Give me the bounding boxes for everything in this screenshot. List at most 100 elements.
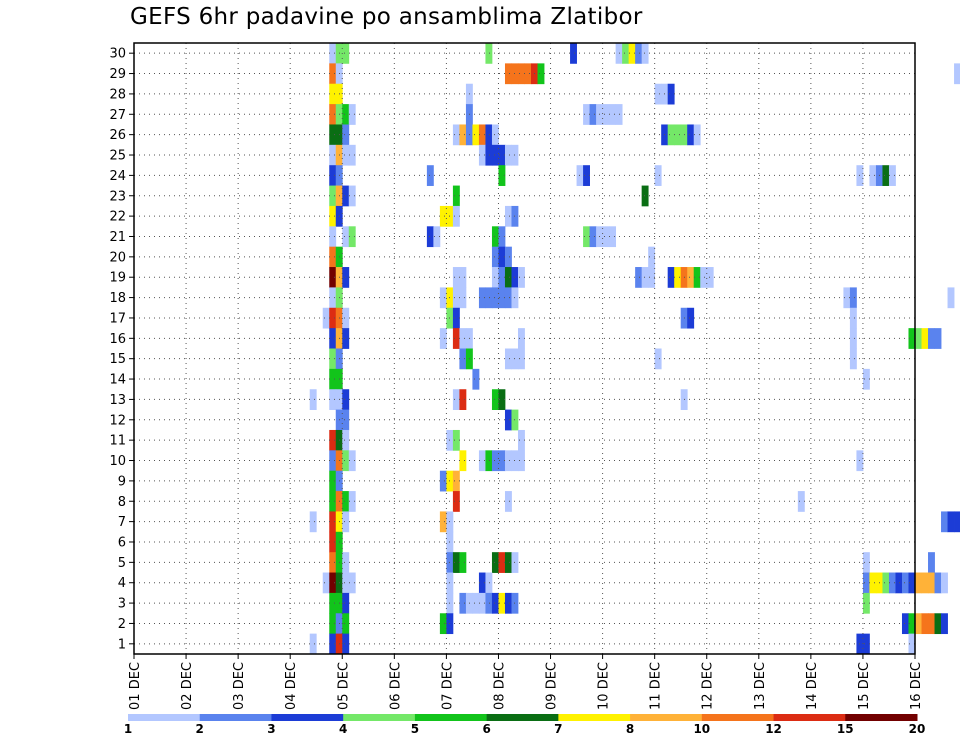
heatmap-cell <box>862 633 870 655</box>
heatmap-cell <box>329 287 337 309</box>
heatmap-cell <box>583 104 590 125</box>
y-tick-label: 21 <box>109 230 126 245</box>
heatmap-cell <box>485 144 493 166</box>
heatmap-cell <box>459 389 467 410</box>
heatmap-cell <box>504 491 512 512</box>
plot-frame <box>133 42 916 655</box>
heatmap-cell <box>459 124 467 146</box>
heatmap-cell <box>439 287 447 309</box>
heatmap-cell <box>915 572 922 594</box>
heatmap-cell <box>309 389 317 410</box>
heatmap-cell <box>342 43 350 64</box>
y-tick-label: 17 <box>109 311 126 326</box>
heatmap-cell <box>517 348 525 370</box>
heatmap-cell <box>888 572 896 594</box>
heatmap-cell <box>570 43 577 64</box>
heatmap-cell <box>459 552 467 573</box>
x-tick-label: 09 DEC <box>545 662 560 710</box>
heatmap-cell <box>342 267 350 288</box>
heatmap-cell <box>485 592 493 614</box>
heatmap-cell <box>941 613 948 635</box>
colorbar-swatch <box>271 714 344 721</box>
y-tick-label: 5 <box>118 556 126 571</box>
heatmap-cell <box>941 572 948 594</box>
heatmap-cell <box>602 104 610 125</box>
heatmap-cell <box>654 83 662 105</box>
heatmap-cell <box>342 144 350 166</box>
x-axis: 01 DEC 02 DEC 03 DEC 04 DEC 05 DEC 06 DEC 07 D… <box>128 654 924 710</box>
heatmap-cell <box>342 511 350 533</box>
heatmap-cell <box>498 226 506 248</box>
heatmap-cell <box>895 572 903 594</box>
heatmap-cell <box>934 328 942 349</box>
colorbar-label: 2 <box>196 722 204 736</box>
colorbar-swatch <box>845 714 918 721</box>
heatmap-cell <box>485 287 493 309</box>
heatmap-cell <box>908 328 916 349</box>
heatmap-cell <box>329 63 337 85</box>
heatmap-cell <box>348 226 356 248</box>
colorbar-legend: 1 2 3 4 5 6 7 8 10 12 15 20 <box>124 714 925 736</box>
heatmap-cell <box>342 307 350 329</box>
heatmap-cell <box>843 287 851 309</box>
heatmap-cell <box>869 572 877 594</box>
y-axis: 1234567891011121314151617181920212223242… <box>109 47 134 652</box>
heatmap-cell <box>426 165 434 186</box>
heatmap-cell <box>901 613 909 635</box>
y-tick-label: 2 <box>118 617 126 632</box>
heatmap-cell <box>674 124 682 146</box>
heatmap-cell <box>439 613 447 635</box>
heatmap-cell <box>654 348 662 370</box>
colorbar-label: 3 <box>267 722 275 736</box>
heatmap-cell <box>322 572 330 594</box>
heatmap-cell <box>348 104 356 125</box>
colorbar-swatch <box>773 714 846 721</box>
heatmap-cell <box>452 429 460 451</box>
colorbar-label: 15 <box>837 722 854 736</box>
x-tick-label: 10 DEC <box>597 662 612 710</box>
heatmap-cell <box>329 226 337 248</box>
heatmap-cell <box>452 185 460 207</box>
x-tick-label: 14 DEC <box>805 662 820 710</box>
colorbar-label: 4 <box>339 722 347 736</box>
heatmap-cell <box>498 246 506 268</box>
heatmap-cell <box>485 572 493 594</box>
heatmap-cell <box>459 592 467 614</box>
heatmap-cell <box>609 104 617 125</box>
x-tick-label: 12 DEC <box>701 662 716 710</box>
heatmap-cell <box>348 491 356 512</box>
colorbar-label: 6 <box>482 722 490 736</box>
heatmap-cell <box>342 104 350 125</box>
heatmap-cell <box>901 572 909 594</box>
heatmap-cell <box>329 368 337 390</box>
heatmap-cell <box>478 124 486 146</box>
heatmap-cell <box>342 328 350 349</box>
heatmap-cell <box>928 572 935 594</box>
heatmap-cell <box>504 592 512 614</box>
heatmap-cell <box>329 633 337 655</box>
heatmap-cell <box>504 144 512 166</box>
heatmap-cell <box>309 633 317 655</box>
heatmap-cell <box>342 409 350 431</box>
heatmap-cell <box>309 511 317 533</box>
heatmap-cell <box>589 226 597 248</box>
heatmap-cell <box>849 287 857 309</box>
heatmap-cell <box>342 572 350 594</box>
heatmap-cell <box>498 287 506 309</box>
heatmap-cell <box>504 246 512 268</box>
heatmap-cell <box>329 348 337 370</box>
colorbar-label: 12 <box>765 722 782 736</box>
heatmap-cell <box>862 592 870 614</box>
heatmap-cell <box>342 226 350 248</box>
heatmap-cell <box>954 511 960 533</box>
heatmap-cell <box>459 450 467 472</box>
heatmap-cell <box>654 165 662 186</box>
heatmap-cell <box>452 124 460 146</box>
heatmap-cell <box>329 165 337 186</box>
heatmap-cell <box>602 226 610 248</box>
x-tick-label: 13 DEC <box>753 662 768 710</box>
heatmap-cell <box>491 226 499 248</box>
y-tick-label: 11 <box>109 434 126 449</box>
heatmap-cell <box>498 144 506 166</box>
heatmap-cell <box>329 83 337 105</box>
